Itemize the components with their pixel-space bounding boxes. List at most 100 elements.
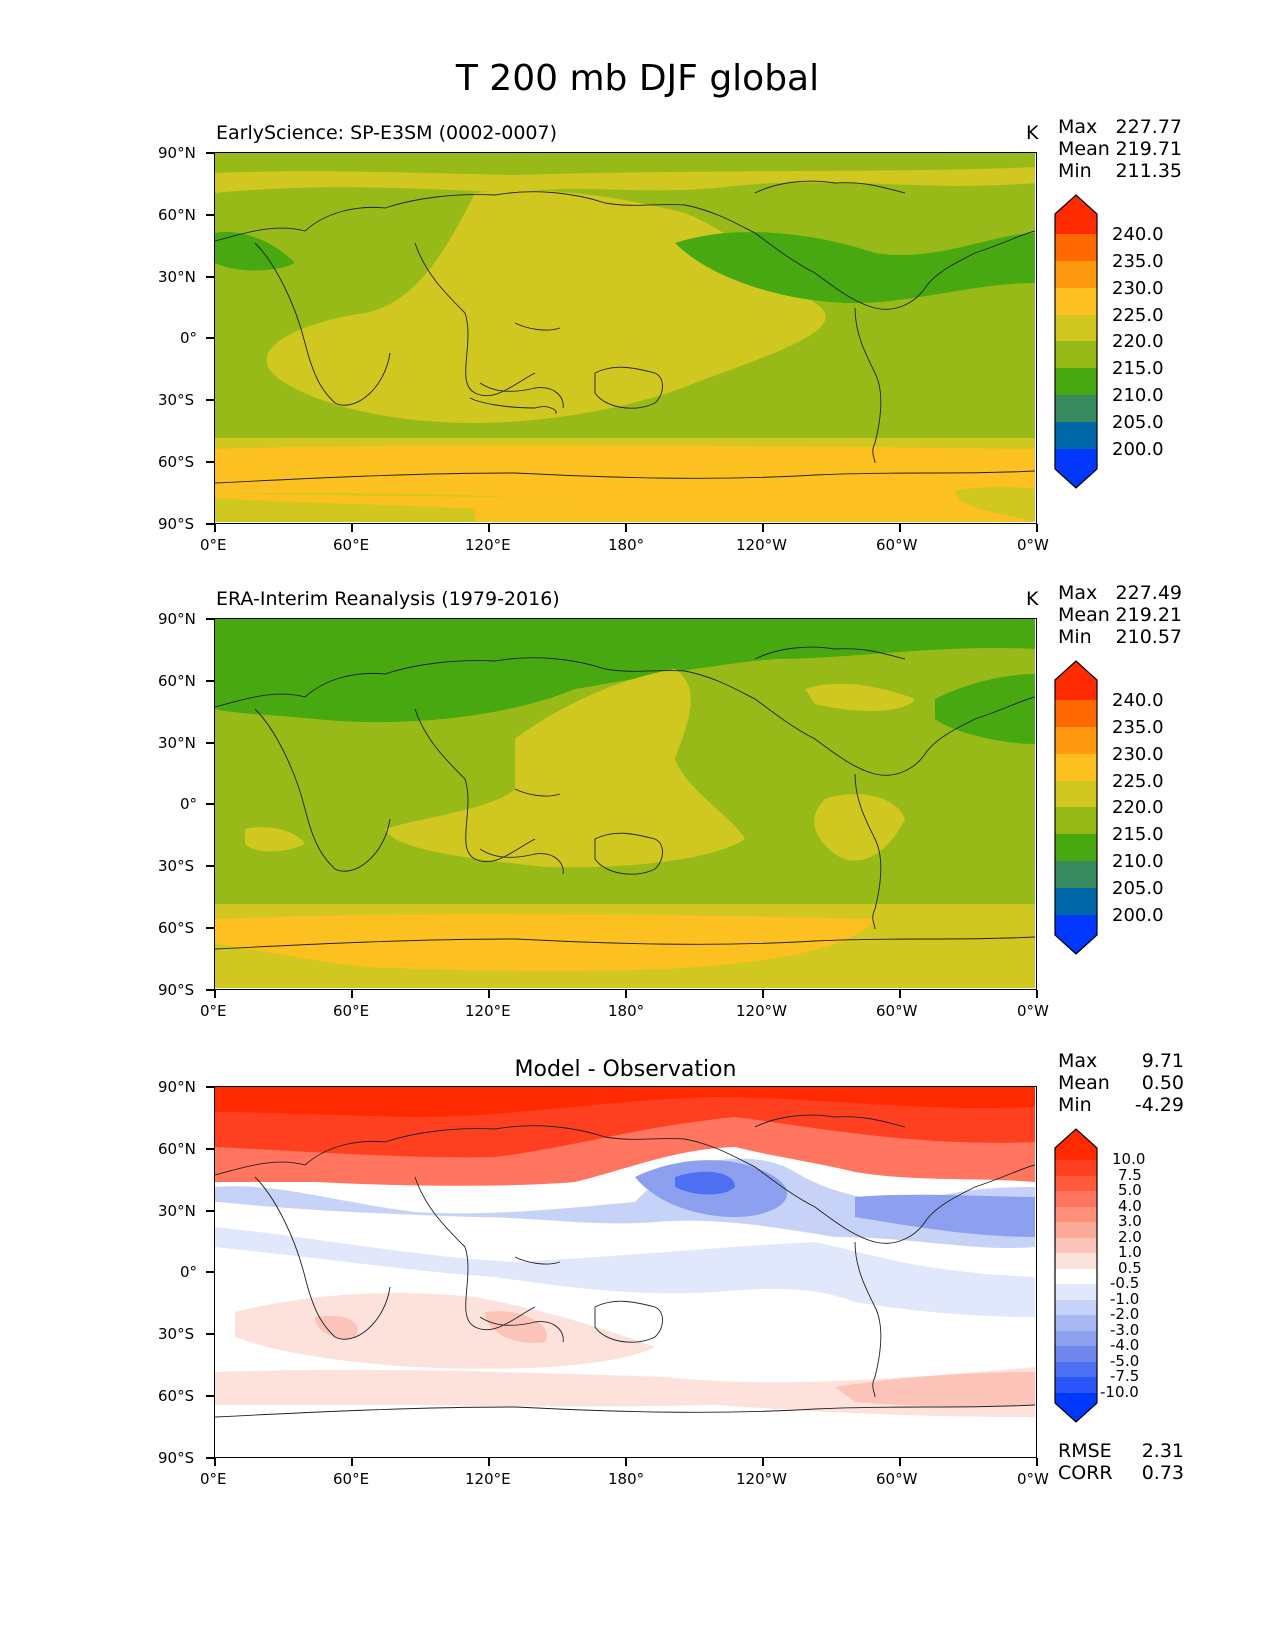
colorbar-label: 200.0 xyxy=(1112,439,1164,460)
x-tick-mark xyxy=(351,990,353,998)
colorbar-swatch xyxy=(1055,1269,1097,1284)
stat-max-value: 227.49 xyxy=(1115,582,1182,604)
model-map xyxy=(214,152,1037,524)
colorbar-swatch xyxy=(1055,422,1097,449)
colorbar-label: -3.0 xyxy=(1110,1321,1140,1339)
colorbar-label: -5.0 xyxy=(1110,1352,1140,1370)
colorbar-label: 235.0 xyxy=(1112,717,1164,738)
x-tick-label: 60°W xyxy=(876,536,918,554)
y-tick-label: 90°N xyxy=(158,144,196,162)
difference-map xyxy=(214,1086,1037,1458)
y-tick-mark xyxy=(206,1395,214,1397)
colorbar-swatch xyxy=(1055,781,1097,807)
field-southern-warmer xyxy=(835,1372,1035,1407)
colorbar-label: 240.0 xyxy=(1112,690,1164,711)
colorbar-swatch xyxy=(1055,661,1097,700)
y-tick-mark xyxy=(206,1148,214,1150)
y-tick-label: 0° xyxy=(180,1263,198,1281)
colorbar-swatch xyxy=(1055,1160,1097,1176)
y-tick-mark xyxy=(206,1333,214,1335)
colorbar-swatches xyxy=(1054,1128,1098,1423)
stat-min-value: 211.35 xyxy=(1115,160,1182,182)
x-tick-label: 120°W xyxy=(736,536,787,554)
x-tick-label: 0°W xyxy=(1017,536,1049,554)
x-tick-label: 180° xyxy=(608,536,645,554)
x-tick-label: 0°E xyxy=(200,1470,227,1488)
y-tick-label: 30°S xyxy=(158,857,195,875)
stat-max-value: 9.71 xyxy=(1141,1050,1184,1072)
rmse-value: 2.31 xyxy=(1141,1440,1184,1462)
colorbar-swatch xyxy=(1055,1362,1097,1377)
colorbar-label: 205.0 xyxy=(1112,878,1164,899)
y-tick-label: 30°N xyxy=(158,734,196,752)
colorbar-label: -10.0 xyxy=(1100,1383,1139,1401)
colorbar-swatch xyxy=(1055,1238,1097,1253)
x-tick-mark xyxy=(351,1458,353,1466)
stat-mean-value: 0.50 xyxy=(1141,1072,1184,1094)
y-tick-mark xyxy=(206,152,214,154)
colorbar-swatch xyxy=(1055,1315,1097,1331)
y-tick-mark xyxy=(206,1457,214,1459)
stat-mean-value: 219.71 xyxy=(1115,138,1182,160)
colorbar-label: 205.0 xyxy=(1112,412,1164,433)
colorbar-outline xyxy=(1054,194,1098,489)
stat-max-label: Max xyxy=(1058,582,1098,604)
stat-min-label: Min xyxy=(1058,160,1092,182)
colorbar-swatch xyxy=(1055,1207,1097,1222)
x-tick-mark xyxy=(899,524,901,532)
colorbar-label: 5.0 xyxy=(1118,1181,1142,1199)
y-tick-mark xyxy=(206,1210,214,1212)
colorbar-swatch xyxy=(1055,1222,1097,1238)
colorbar-swatch xyxy=(1055,1346,1097,1362)
x-tick-label: 180° xyxy=(608,1470,645,1488)
colorbar-label: 215.0 xyxy=(1112,824,1164,845)
stat-mean-label: Mean xyxy=(1058,604,1110,626)
colorbar-swatch xyxy=(1055,234,1097,261)
corr-value: 0.73 xyxy=(1141,1462,1184,1484)
x-tick-label: 180° xyxy=(608,1002,645,1020)
x-tick-mark xyxy=(214,524,216,532)
colorbar-label: 4.0 xyxy=(1118,1197,1142,1215)
stat-min-value: -4.29 xyxy=(1134,1094,1184,1116)
colorbar-label: 10.0 xyxy=(1112,1150,1146,1168)
colorbar-swatch xyxy=(1055,1176,1097,1191)
stat-mean-value: 219.21 xyxy=(1115,604,1182,626)
field-pacific-yellow xyxy=(385,669,745,868)
colorbar-swatch xyxy=(1055,1129,1097,1160)
x-tick-mark xyxy=(762,524,764,532)
colorbar-swatch xyxy=(1055,727,1097,754)
y-tick-label: 60°S xyxy=(158,919,195,937)
y-tick-mark xyxy=(206,927,214,929)
stat-min-label: Min xyxy=(1058,1094,1092,1116)
field-sh-warm xyxy=(235,1292,655,1369)
units-label: K xyxy=(1026,588,1039,610)
units-label: K xyxy=(1026,122,1039,144)
x-tick-mark xyxy=(899,1458,901,1466)
colorbar-label: -1.0 xyxy=(1110,1290,1140,1308)
x-tick-label: 0°W xyxy=(1017,1002,1049,1020)
x-tick-label: 60°W xyxy=(876,1470,918,1488)
colorbar-outline xyxy=(1054,660,1098,955)
colorbar-swatch xyxy=(1055,1284,1097,1300)
field-australia-warm xyxy=(485,1311,547,1343)
stat-min-label: Min xyxy=(1058,626,1092,648)
colorbar-label: -4.0 xyxy=(1110,1336,1140,1354)
colorbar-swatch xyxy=(1055,834,1097,861)
x-tick-mark xyxy=(762,990,764,998)
colorbar-label: 0.5 xyxy=(1118,1259,1142,1277)
colorbar-label: 1.0 xyxy=(1118,1243,1142,1261)
stat-mean-label: Mean xyxy=(1058,1072,1110,1094)
colorbar-label: 220.0 xyxy=(1112,797,1164,818)
x-tick-mark xyxy=(488,990,490,998)
colorbar-swatch xyxy=(1055,261,1097,288)
panel-subtitle: Model - Observation xyxy=(514,1057,737,1082)
colorbar-label: 240.0 xyxy=(1112,224,1164,245)
field-atlantic-cold xyxy=(855,1194,1035,1237)
y-tick-label: 0° xyxy=(180,329,198,347)
colorbar-swatch xyxy=(1055,700,1097,727)
colorbar-label: 7.5 xyxy=(1118,1166,1142,1184)
y-tick-mark xyxy=(206,276,214,278)
colorbar-swatch xyxy=(1055,915,1097,954)
colorbar-swatch xyxy=(1055,1331,1097,1346)
y-tick-mark xyxy=(206,523,214,525)
